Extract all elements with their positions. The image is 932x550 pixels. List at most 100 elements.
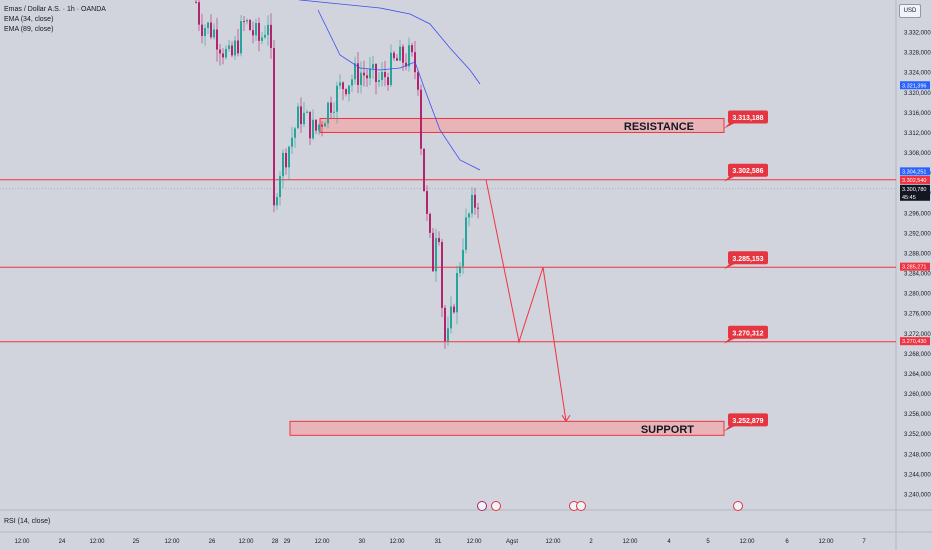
candle — [366, 75, 368, 79]
x-tick-label: 12:00 — [545, 539, 561, 545]
x-tick-label: 12:00 — [14, 539, 30, 545]
currency-selector[interactable]: USD — [899, 4, 921, 18]
candle — [294, 128, 296, 138]
axis-price-badge-value: 3.300,780 — [902, 187, 926, 193]
y-tick-label: 3.320,000 — [904, 91, 931, 97]
candle — [324, 123, 326, 127]
candle — [423, 148, 425, 192]
level-callout-pointer — [724, 122, 736, 129]
candle — [243, 21, 245, 23]
y-tick-label: 3.308,000 — [904, 151, 931, 157]
y-tick-label: 3.316,000 — [904, 111, 931, 117]
axis-price-badge-value: 3.270,430 — [902, 339, 926, 345]
candle — [276, 196, 278, 206]
x-tick-label: 7 — [862, 539, 866, 545]
candle — [207, 22, 209, 28]
ema-34-line — [317, 9, 481, 171]
candle — [384, 71, 386, 78]
level-callout-pointer — [724, 337, 736, 344]
candle — [411, 45, 413, 53]
level-callout-pointer — [724, 175, 736, 182]
axis-price-badge-value: 3.285,271 — [902, 265, 926, 271]
candle — [381, 71, 383, 81]
axis-price-badge-value: 3.302,540 — [902, 178, 926, 184]
level-callout-pointer — [724, 263, 736, 270]
ema-34-label[interactable]: EMA (34, close) — [4, 16, 54, 23]
axis-countdown: 45:45 — [902, 195, 916, 201]
axis-price-badge — [900, 81, 930, 90]
candle — [429, 213, 431, 233]
x-tick-label: 29 — [284, 539, 291, 545]
axis-price-badge — [900, 337, 930, 346]
projection-arrowhead — [561, 414, 571, 423]
candle — [363, 72, 365, 76]
candle — [396, 58, 398, 61]
level-callout-box — [728, 110, 768, 124]
candle — [459, 266, 461, 273]
axis-price-badge — [900, 167, 930, 176]
candle — [342, 82, 344, 90]
level-callout: 3.313,188 — [724, 110, 768, 129]
candle — [354, 63, 356, 80]
axis-price-badge — [900, 262, 930, 271]
ema-89-label[interactable]: EMA (89, close) — [4, 26, 54, 33]
y-tick-label: 3.324,000 — [904, 71, 931, 77]
level-callout: 3.252,879 — [724, 413, 768, 432]
candle — [312, 119, 314, 139]
candle — [435, 238, 437, 272]
candle — [471, 194, 473, 214]
candle — [432, 232, 434, 272]
candle — [405, 62, 407, 67]
x-tick-label: 24 — [59, 539, 66, 545]
x-tick-label: 31 — [435, 539, 442, 545]
level-callout-value: 3.252,879 — [732, 418, 763, 425]
symbol-title[interactable]: Emas / Dollar A.S. · 1h · OANDA — [4, 6, 106, 13]
y-tick-label: 3.272,000 — [904, 332, 931, 338]
candle — [417, 72, 419, 90]
candle — [330, 102, 332, 113]
candle — [201, 24, 203, 36]
candle — [231, 45, 233, 56]
candle — [339, 82, 341, 86]
level-callout: 3.302,586 — [724, 163, 768, 182]
y-tick-label: 3.268,000 — [904, 352, 931, 358]
candle — [444, 307, 446, 342]
rsi-label[interactable]: RSI (14, close) — [4, 518, 51, 525]
y-tick-label: 3.328,000 — [904, 51, 931, 57]
y-tick-label: 3.256,000 — [904, 412, 931, 418]
candle — [240, 21, 242, 54]
y-tick-label: 3.296,000 — [904, 211, 931, 217]
x-tick-label: 26 — [209, 539, 216, 545]
x-tick-label: 30 — [359, 539, 366, 545]
candle — [327, 102, 329, 124]
candle — [360, 72, 362, 85]
candle — [375, 63, 377, 83]
candle — [285, 152, 287, 168]
candle — [441, 242, 443, 308]
candle — [447, 328, 449, 342]
candle — [216, 29, 218, 50]
candle — [357, 63, 359, 85]
candle — [237, 40, 239, 54]
y-tick-label: 3.280,000 — [904, 292, 931, 298]
y-tick-label: 3.248,000 — [904, 452, 931, 458]
candle — [315, 119, 317, 131]
candle — [204, 27, 206, 36]
projection-path — [485, 179, 567, 422]
x-tick-label: 12:00 — [314, 539, 330, 545]
candle — [228, 45, 230, 49]
candle — [408, 45, 410, 67]
candle — [282, 152, 284, 177]
y-tick-label: 3.264,000 — [904, 372, 931, 378]
candle — [303, 112, 305, 125]
level-callout-box — [728, 413, 768, 427]
event-icon — [491, 501, 501, 511]
axis-price-badge-value: 3.321,396 — [902, 83, 926, 89]
candle — [261, 37, 263, 41]
candle — [222, 53, 224, 58]
x-tick-label: 12:00 — [622, 539, 638, 545]
level-callout-box — [728, 163, 768, 177]
candle — [378, 80, 380, 83]
candle — [468, 213, 470, 218]
